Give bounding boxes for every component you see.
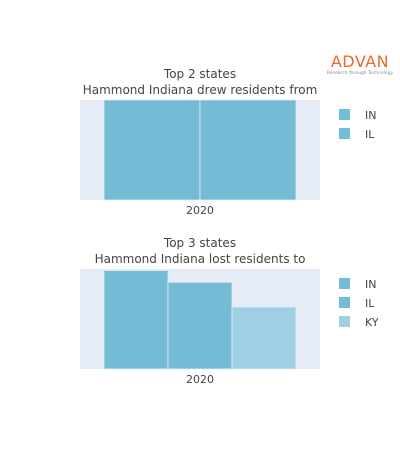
chart-title-line: Top 2 states	[163, 67, 236, 81]
chart-residents-from-svg: Top 2 states Hammond Indiana drew reside…	[80, 67, 376, 217]
bar-in	[103, 99, 201, 201]
legend: IN IL KY	[339, 278, 379, 329]
legend-label-il[interactable]: IL	[365, 297, 375, 310]
bar-group	[103, 99, 297, 201]
legend-swatch-in[interactable]	[339, 109, 350, 120]
bar-in	[103, 270, 169, 370]
chart-residents-from: Top 2 states Hammond Indiana drew reside…	[0, 60, 400, 240]
legend-swatch-in[interactable]	[339, 278, 350, 289]
chart-subtitle-line: Hammond Indiana lost residents to	[95, 252, 306, 266]
chart-residents-to: Top 3 states Hammond Indiana lost reside…	[0, 229, 400, 409]
chart-subtitle-line: Hammond Indiana drew residents from	[83, 83, 318, 97]
x-tick-label: 2020	[186, 204, 214, 217]
legend-swatch-il[interactable]	[339, 128, 350, 139]
legend-swatch-ky[interactable]	[339, 316, 350, 327]
x-tick-label: 2020	[186, 373, 214, 386]
bar-il	[167, 281, 233, 370]
legend-swatch-il[interactable]	[339, 297, 350, 308]
bar-group	[103, 270, 297, 370]
chart-title-line: Top 3 states	[163, 236, 236, 250]
bar-ky	[231, 306, 297, 370]
logo-tagline: Research through Technology	[327, 70, 394, 76]
advan-logo: ADVAN Research through Technology	[327, 52, 394, 76]
logo-wordmark: ADVAN	[331, 52, 389, 71]
legend-label-ky[interactable]: KY	[365, 316, 379, 329]
legend-label-in[interactable]: IN	[365, 109, 376, 122]
legend-label-in[interactable]: IN	[365, 278, 376, 291]
legend-label-il[interactable]: IL	[365, 128, 375, 141]
chart-residents-to-svg: Top 3 states Hammond Indiana lost reside…	[80, 236, 379, 386]
legend: IN IL	[339, 109, 376, 141]
bar-il	[199, 99, 297, 201]
